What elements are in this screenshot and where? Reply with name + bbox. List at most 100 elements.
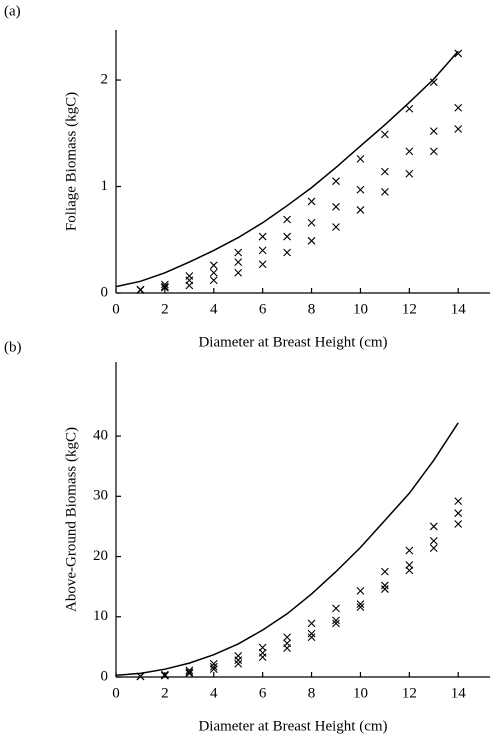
cross-marker: [429, 147, 438, 156]
cross-marker: [356, 586, 365, 595]
cross-marker: [429, 78, 438, 87]
x-tick-label: 12: [402, 301, 417, 317]
cross-marker: [356, 600, 365, 609]
cross-marker: [381, 585, 389, 593]
x-tick-label: 6: [259, 685, 267, 701]
cross-marker: [209, 665, 218, 674]
cross-marker: [283, 248, 291, 257]
cross-marker: [209, 261, 218, 270]
cross-marker: [283, 633, 291, 642]
cross-marker: [234, 268, 243, 277]
cross-marker: [185, 281, 194, 290]
cross-marker: [405, 147, 414, 156]
cross-marker: [429, 544, 438, 552]
cross-marker: [454, 49, 463, 58]
cross-marker: [209, 662, 218, 671]
cross-marker: [258, 232, 267, 241]
cross-marker: [185, 669, 194, 678]
panel-label: (a): [4, 3, 21, 19]
cross-marker: [283, 232, 291, 241]
cross-marker: [283, 215, 291, 224]
y-axis-label: Foliage Biomass (kgC): [63, 92, 79, 231]
cross-marker: [332, 177, 340, 186]
cross-marker: [429, 536, 438, 545]
x-tick-label: 0: [112, 685, 120, 701]
x-tick-label: 0: [112, 301, 120, 317]
y-tick-label: 2: [101, 71, 109, 87]
x-tick-label: 10: [353, 301, 368, 317]
cross-marker: [381, 187, 389, 196]
cross-marker: [381, 567, 389, 576]
cross-marker: [332, 616, 340, 625]
cross-marker: [332, 619, 340, 628]
cross-marker: [283, 644, 291, 652]
x-tick-label: 4: [210, 301, 218, 317]
x-tick-label: 12: [402, 685, 417, 701]
cross-marker: [356, 185, 365, 194]
cross-marker: [381, 581, 389, 590]
cross-marker: [307, 218, 316, 227]
y-tick-label: 20: [93, 548, 108, 564]
cross-marker: [454, 520, 463, 528]
cross-marker: [332, 223, 340, 231]
x-tick-label: 2: [161, 685, 169, 701]
cross-marker: [356, 206, 365, 214]
x-axis-label: Diameter at Breast Height (cm): [198, 334, 387, 350]
cross-marker: [356, 154, 365, 163]
cross-marker: [429, 522, 438, 531]
cross-marker: [381, 167, 389, 176]
cross-marker: [405, 566, 414, 575]
curve: [115, 422, 459, 676]
cross-marker: [429, 127, 438, 136]
cross-marker: [454, 509, 463, 518]
cross-marker: [332, 604, 340, 613]
cross-marker: [405, 169, 414, 178]
y-axis-label: Above-Ground Biomass (kgC): [63, 427, 79, 612]
y-tick-label: 30: [93, 488, 108, 504]
cross-marker: [136, 285, 145, 294]
x-tick-label: 8: [308, 685, 316, 701]
x-tick-label: 10: [353, 685, 368, 701]
y-tick-label: 0: [101, 284, 109, 300]
y-tick-label: 1: [101, 178, 109, 194]
cross-marker: [136, 672, 145, 681]
cross-marker: [161, 283, 169, 292]
cross-marker: [454, 497, 463, 506]
cross-marker: [381, 130, 389, 139]
cross-marker: [454, 125, 463, 133]
x-tick-label: 4: [210, 685, 218, 701]
y-tick-label: 40: [93, 428, 108, 444]
cross-marker: [234, 659, 243, 668]
x-tick-label: 2: [161, 301, 169, 317]
curve: [115, 50, 459, 288]
cross-marker: [356, 603, 365, 612]
cross-marker: [307, 629, 316, 638]
cross-marker: [185, 666, 194, 675]
cross-marker: [234, 656, 243, 665]
cross-marker: [258, 260, 267, 269]
cross-marker: [185, 668, 194, 677]
cross-marker: [405, 546, 414, 555]
cross-marker: [234, 258, 243, 267]
cross-marker: [307, 619, 316, 628]
panel-label: (b): [4, 339, 22, 355]
x-tick-label: 8: [308, 301, 316, 317]
cross-marker: [454, 103, 463, 112]
cross-marker: [405, 104, 414, 113]
cross-marker: [234, 248, 243, 257]
cross-marker: [307, 236, 316, 245]
x-tick-label: 14: [451, 301, 467, 317]
cross-marker: [332, 202, 340, 211]
cross-marker: [258, 246, 267, 255]
cross-marker: [161, 671, 169, 680]
x-axis-label: Diameter at Breast Height (cm): [198, 718, 387, 734]
cross-marker: [258, 653, 267, 662]
cross-marker: [209, 276, 218, 285]
y-tick-label: 10: [93, 608, 108, 624]
x-tick-label: 14: [451, 685, 467, 701]
cross-marker: [307, 633, 316, 642]
cross-marker: [161, 280, 169, 289]
cross-marker: [161, 282, 169, 291]
y-tick-label: 0: [101, 668, 109, 684]
